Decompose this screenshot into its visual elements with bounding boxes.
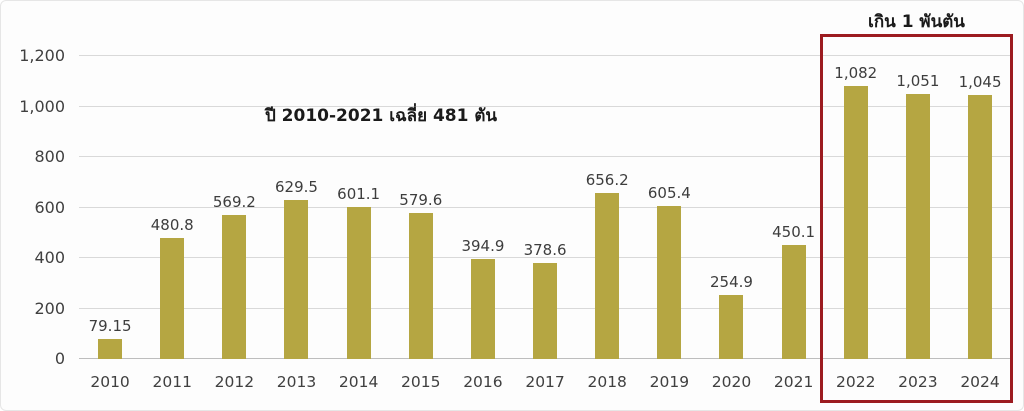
plot-area: 79.15 480.8 569.2 629.5 601.1 579.6 394.9 378.6… xyxy=(79,55,1011,359)
bar-value-label: 629.5 xyxy=(275,178,318,197)
average-annotation: ปี 2010-2021 เฉลี่ย 481 ตัน xyxy=(264,106,498,126)
y-tick-label: 1,000 xyxy=(19,96,65,116)
x-tick-label-2020: 2020 xyxy=(711,373,752,391)
bar-value-label: 254.9 xyxy=(710,272,753,291)
bar-column-2016: 394.9 xyxy=(452,56,514,359)
bar-column-2018: 656.2 xyxy=(576,56,638,359)
bar-value-label: 378.6 xyxy=(523,241,567,260)
gridline xyxy=(79,55,1011,56)
bar-value-label: 1,051 xyxy=(896,71,940,90)
bar-2016 xyxy=(470,259,495,359)
bar-column-2022: 1,082 xyxy=(825,56,887,359)
y-tick-label: 600 xyxy=(34,197,65,217)
gridline xyxy=(79,156,1011,157)
bar-value-label: 601.1 xyxy=(337,185,381,204)
x-tick-label-2019: 2019 xyxy=(649,373,690,391)
bar-2022 xyxy=(843,85,868,359)
bar-column-2010: 79.15 xyxy=(79,56,141,359)
gridline xyxy=(79,206,1011,208)
bar-column-2024: 1,045 xyxy=(949,56,1011,359)
bar-2015 xyxy=(408,212,433,359)
x-tick-label-2016: 2016 xyxy=(463,373,503,391)
bar-column-2020: 254.9 xyxy=(700,56,762,359)
x-tick-label-2017: 2017 xyxy=(525,373,565,391)
bar-column-2015: 579.6 xyxy=(390,56,452,359)
bar-2014 xyxy=(346,207,371,359)
bar-column-2021: 450.1 xyxy=(763,56,825,359)
bar-2011 xyxy=(160,237,185,359)
x-tick-label-2015: 2015 xyxy=(401,373,441,391)
bar-value-label: 79.15 xyxy=(88,317,132,336)
bar-column-2012: 569.2 xyxy=(203,56,265,359)
bar-2017 xyxy=(533,263,558,359)
x-tick-label-2023: 2023 xyxy=(898,373,938,391)
x-tick-label-2022: 2022 xyxy=(836,373,876,391)
bar-value-label: 656.2 xyxy=(585,171,629,190)
y-axis: 0 200 400 600 800 1,000 1,200 xyxy=(1,47,65,368)
bar-value-label: 450.1 xyxy=(772,223,816,242)
bar-value-label: 579.6 xyxy=(399,190,443,209)
bar-column-2011: 480.8 xyxy=(141,56,203,359)
bar-2021 xyxy=(781,245,806,359)
x-tick-label-2018: 2018 xyxy=(587,373,627,391)
bar-value-label: 1,082 xyxy=(834,63,878,82)
bar-column-2017: 378.6 xyxy=(514,56,576,359)
gridline xyxy=(79,105,1011,107)
bar-2012 xyxy=(222,215,247,359)
bar-value-label: 1,045 xyxy=(958,73,1002,92)
bar-column-2019: 605.4 xyxy=(638,56,700,359)
x-tick-label-2011: 2011 xyxy=(152,373,192,391)
bar-2020 xyxy=(719,294,744,359)
y-tick-label: 800 xyxy=(34,147,65,167)
bar-2023 xyxy=(905,93,930,359)
x-tick-label-2024: 2024 xyxy=(960,373,1000,391)
y-tick-label: 400 xyxy=(34,248,65,268)
y-tick-label: 1,200 xyxy=(19,46,65,65)
bar-value-label: 480.8 xyxy=(150,215,194,234)
bar-column-2013: 629.5 xyxy=(265,56,327,359)
y-tick-label: 0 xyxy=(54,349,65,368)
x-tick-label-2012: 2012 xyxy=(214,373,255,391)
bar-2024 xyxy=(968,95,993,359)
bar-column-2014: 601.1 xyxy=(328,56,390,359)
bar-value-label: 605.4 xyxy=(647,184,691,203)
bar-2010 xyxy=(98,339,123,359)
bar-value-label: 394.9 xyxy=(461,237,505,256)
x-tick-label-2010: 2010 xyxy=(90,373,130,391)
x-tick-label-2021: 2021 xyxy=(773,373,814,391)
x-tick-label-2014: 2014 xyxy=(338,373,379,391)
highlight-title: เกิน 1 พันตัน xyxy=(868,12,965,32)
y-tick-label: 200 xyxy=(34,298,65,318)
x-tick-label-2013: 2013 xyxy=(276,373,317,391)
bar-column-2023: 1,051 xyxy=(887,56,949,359)
bar-2018 xyxy=(595,193,620,359)
bar-2013 xyxy=(284,200,309,359)
bar-2019 xyxy=(657,206,682,359)
x-axis: 2010 2011 2012 2013 2014 2015 2016 2017 2018 2019… xyxy=(79,373,1011,391)
bar-value-label: 569.2 xyxy=(212,193,256,212)
bar-columns: 79.15 480.8 569.2 629.5 601.1 579.6 394.9 378.6… xyxy=(79,56,1011,359)
gridline xyxy=(79,257,1011,258)
